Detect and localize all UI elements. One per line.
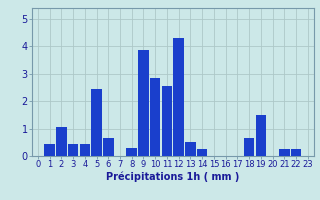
Bar: [138, 50, 149, 156]
Bar: [44, 144, 55, 156]
Bar: [68, 144, 78, 156]
Bar: [103, 138, 114, 156]
Bar: [279, 149, 290, 156]
Bar: [126, 148, 137, 156]
Bar: [80, 144, 90, 156]
X-axis label: Précipitations 1h ( mm ): Précipitations 1h ( mm ): [106, 172, 239, 182]
Bar: [291, 149, 301, 156]
Bar: [173, 38, 184, 156]
Bar: [197, 149, 207, 156]
Bar: [162, 86, 172, 156]
Bar: [150, 78, 161, 156]
Bar: [185, 142, 196, 156]
Bar: [56, 127, 67, 156]
Bar: [256, 115, 266, 156]
Bar: [244, 138, 254, 156]
Bar: [91, 89, 102, 156]
